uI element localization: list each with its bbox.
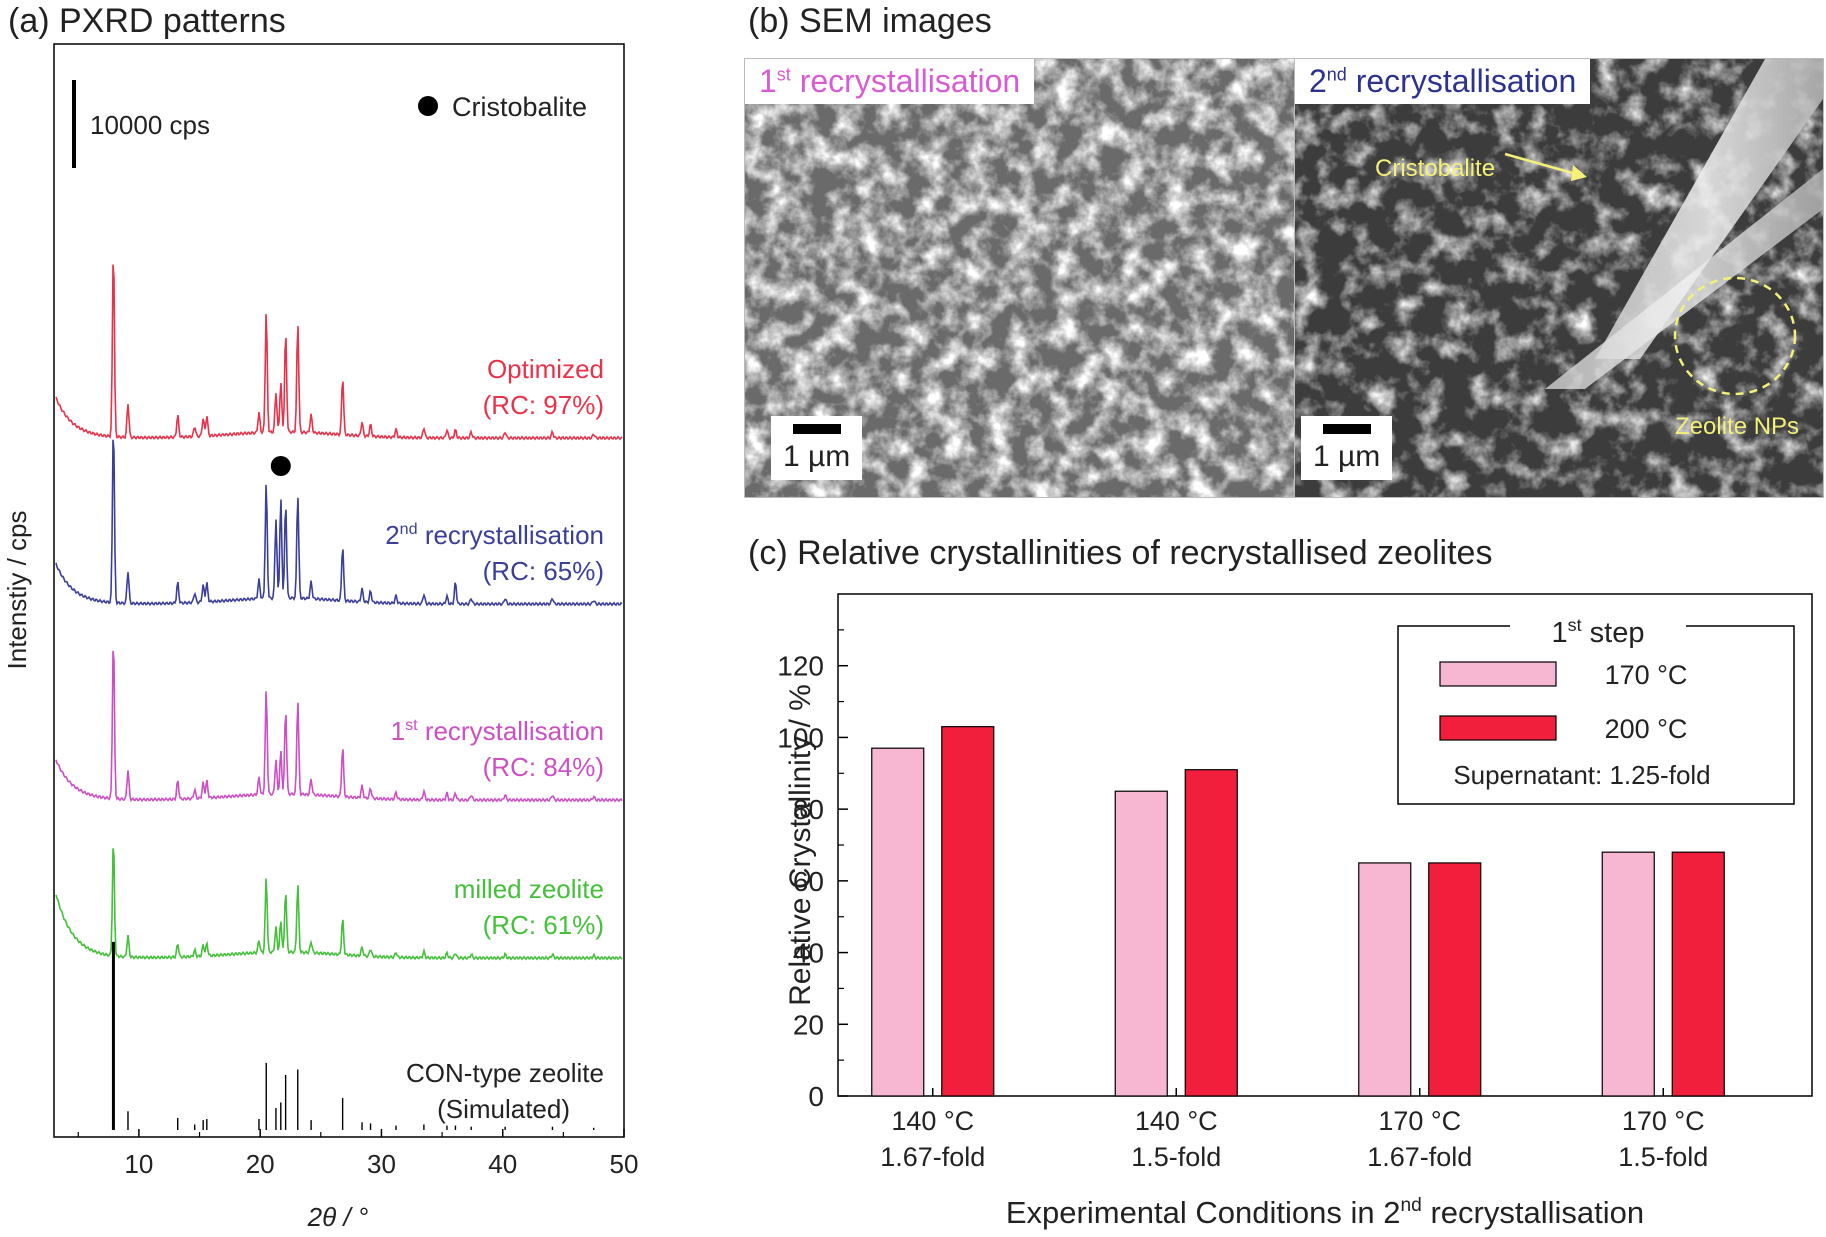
category-label-line1: 170 °C [1622,1106,1705,1136]
legend-series-label: 170 °C [1605,660,1688,690]
bar-y-axis-label: Relative Crystallinity / % [784,684,817,1006]
bar-200C [1428,862,1482,1097]
y-tick-label: 0 [808,1081,824,1112]
category-label-line1: 140 °C [1135,1106,1218,1136]
sem1-scale-box: 1 µm [771,416,863,480]
bar-chart-frame [837,593,1813,1097]
trace-label-line1: milled zeolite [454,874,604,904]
y-tick-label: 60 [793,866,824,897]
legend-box [1397,625,1795,805]
x-tick-label: 50 [610,1149,639,1179]
sem-image-2nd: 2nd recrystallisation Cristobalite Zeoli… [1294,58,1824,498]
trace-label-line1: 2nd recrystallisation [385,520,604,550]
category-label-line1: 140 °C [891,1106,974,1136]
simulated-label-line2: (Simulated) [437,1094,570,1124]
simulated-label-line1: CON-type zeolite [406,1058,604,1088]
panel-a-title: (a) PXRD patterns [8,2,286,40]
bar-200C [1184,769,1238,1097]
bar-170C [871,747,925,1097]
legend-swatch [1439,715,1557,741]
category-label-line2: 1.5-fold [1131,1142,1221,1172]
trace-label-line2: (RC: 84%) [483,752,604,782]
sem2-scale-label: 1 µm [1313,440,1381,473]
pxrd-trace-1 [55,264,623,441]
x-tick-label: 40 [488,1149,517,1179]
bar-170C [1114,790,1168,1097]
pxrd-y-axis-label: Intenstiy / cps [2,511,32,670]
x-tick-label: 20 [246,1149,275,1179]
category-label-line2: 1.67-fold [1367,1142,1472,1172]
panel-c-title: (c) Relative crystallinities of recrysta… [748,534,1493,572]
legend-series-label: 200 °C [1605,714,1688,744]
cristobalite-legend-label: Cristobalite [452,92,587,122]
y-tick-label: 120 [777,651,824,682]
sem-image-1st: 1st recrystallisation 1 µm [744,58,1334,498]
annotation-cristobalite: Cristobalite [1375,155,1496,182]
y-tick-label: 20 [793,1009,824,1040]
y-tick-label: 80 [793,794,824,825]
scale-bar [1322,424,1371,434]
cristobalite-peak-marker [270,456,291,476]
sem2-label: 2nd recrystallisation [1295,59,1591,104]
bar-170C [1601,851,1655,1097]
legend-title: 1st step [1552,615,1645,649]
sem2-scale-box: 1 µm [1301,416,1393,480]
pxrd-chart: 10 20 30 40 50 Intenstiy / cps 2θ / ° 10000 cps… [2,43,639,1232]
trace-label-line2: (RC: 65%) [483,556,604,586]
annotation-zeolite-nps: Zeolite NPs [1675,413,1800,440]
legend-title-bg [1510,614,1686,638]
y-tick-label: 100 [777,722,824,753]
bar-200C [1671,851,1725,1097]
x-tick-label: 10 [124,1149,153,1179]
pxrd-x-axis-label: 2θ / ° [307,1202,369,1232]
trace-label-line2: (RC: 61%) [483,910,604,940]
category-label-line1: 170 °C [1378,1106,1461,1136]
pxrd-trace-2 [55,439,623,607]
pxrd-frame [53,43,625,1138]
pxrd-trace-4 [55,848,623,961]
sem1-scale-label: 1 µm [783,440,851,473]
pxrd-trace-3 [55,650,623,803]
legend-note: Supernatant: 1.25-fold [1453,760,1710,790]
y-tick-label: 40 [793,938,824,969]
intensity-scale-label: 10000 cps [90,110,210,140]
cristobalite-legend-marker [418,96,438,116]
bar-200C [941,726,995,1097]
scale-bar [792,424,841,434]
sem1-label: 1st recrystallisation [745,59,1035,104]
trace-label-line2: (RC: 97%) [483,390,604,420]
panel-b-title: (b) SEM images [748,2,992,40]
category-label-line2: 1.5-fold [1618,1142,1708,1172]
category-label-line2: 1.67-fold [880,1142,985,1172]
trace-label-line1: 1st recrystallisation [391,716,604,746]
trace-label-line1: Optimized [487,354,604,384]
x-tick-label: 30 [367,1149,396,1179]
bar-170C [1358,862,1412,1097]
bar-x-axis-label: Experimental Conditions in 2nd recrystal… [1006,1195,1644,1230]
legend-swatch [1439,661,1557,687]
